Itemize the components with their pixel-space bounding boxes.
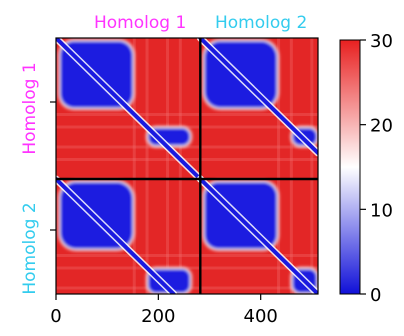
stripe-v-1	[145, 38, 149, 294]
stripe-v-2	[166, 38, 170, 294]
colorbar-ticks: 0 10 20 30	[360, 31, 393, 306]
diagonal-h1h1	[56, 38, 203, 181]
heatmap-matrix	[56, 38, 318, 294]
left-label-homolog-2: Homolog 2	[20, 202, 40, 294]
stripe-v-5	[289, 38, 293, 294]
top-label-homolog-2: Homolog 2	[215, 13, 307, 33]
colorbar-tick-label-2: 20	[370, 116, 393, 137]
heatmap-stripes	[56, 38, 318, 294]
x-axis-ticks: 0 200 400	[50, 294, 278, 327]
plot-frame	[55, 37, 319, 295]
stripe-h-5	[56, 266, 318, 270]
heatmap-diagonal	[56, 38, 318, 294]
x-tick-label-1: 200	[141, 306, 175, 327]
colorbar-tick-label-1: 10	[370, 200, 393, 221]
top-label-homolog-1: Homolog 1	[94, 13, 186, 33]
stripe-v-3	[178, 38, 182, 294]
colorbar-tick-label-0: 0	[370, 285, 381, 306]
diagonal-h1h2	[56, 177, 176, 294]
stripe-v-4	[277, 38, 281, 294]
x-tick-label-2: 400	[244, 306, 278, 327]
stripe-h-2	[56, 145, 318, 149]
left-label-homolog-1: Homolog 1	[20, 62, 40, 154]
colorbar	[339, 39, 361, 295]
stripe-v-6	[310, 38, 314, 294]
stripe-h-1	[56, 125, 318, 129]
stripe-v-0	[132, 38, 136, 294]
y-axis-ticks	[50, 101, 56, 231]
stripe-h-3	[56, 158, 318, 161]
diagonal-h2h1	[198, 38, 318, 155]
x-tick-label-0: 0	[50, 306, 61, 327]
stripe-h-0	[56, 113, 318, 116]
stripe-h-4	[56, 254, 318, 257]
colorbar-tick-label-3: 30	[370, 31, 393, 52]
diagonal-h2h2	[198, 177, 318, 294]
